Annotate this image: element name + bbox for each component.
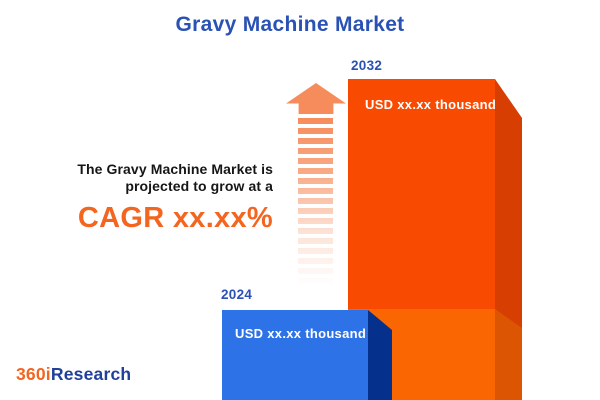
growth-arrow-head-icon [286,83,346,114]
bar-2032: USD xx.xx thousand [348,79,522,400]
cagr-text: CAGR xx.xx% [77,202,273,234]
tagline-line2: projected to grow at a [125,178,273,194]
tagline-line1: The Gravy Machine Market is [77,161,273,177]
logo-research: Research [50,364,132,384]
bar-2032-value-label: USD xx.xx thousand [365,97,497,112]
logo-360i: 360i [16,364,51,384]
bar-2024-value-label: USD xx.xx thousand [235,326,367,341]
brand-logo: 360iResearch [16,364,131,385]
tagline-block: The Gravy Machine Market is projected to… [77,161,273,235]
bar-2024-year-label: 2024 [221,287,253,302]
bar-2032-front-upper-face [348,79,495,309]
growth-arrow-stripes [298,118,333,294]
page-title: Gravy Machine Market [175,13,405,36]
bar-2024-side-face [368,310,392,400]
bar-2024-front-face [222,310,368,400]
bar-2032-year-label: 2032 [351,58,383,73]
bar-2024: USD xx.xx thousand [222,310,392,400]
